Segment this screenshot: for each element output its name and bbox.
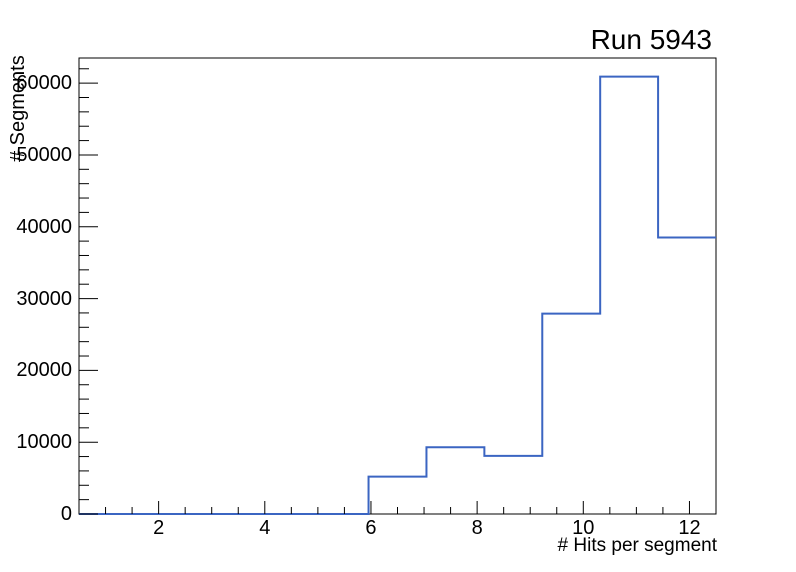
plot-frame	[78, 57, 717, 515]
chart-title: Run 5943	[590, 24, 712, 55]
y-tick-label: 30000	[16, 287, 72, 310]
y-tick-label: 0	[60, 503, 72, 525]
y-tick-label: 40000	[16, 215, 72, 238]
x-tick-label: 8	[471, 517, 483, 539]
x-tick-label: 12	[678, 517, 701, 539]
x-tick-label: 2	[153, 517, 165, 539]
x-axis-title: # Hits per segment	[557, 535, 717, 556]
y-tick-label: 50000	[16, 143, 72, 166]
histogram-line	[79, 75, 716, 515]
y-tick-label: 20000	[16, 359, 72, 382]
x-tick-label: 4	[259, 517, 271, 539]
y-tick-label: 10000	[16, 431, 72, 454]
x-tick-label: 10	[572, 517, 595, 539]
x-tick-label: 6	[365, 517, 377, 539]
y-tick-label: 60000	[16, 72, 72, 95]
